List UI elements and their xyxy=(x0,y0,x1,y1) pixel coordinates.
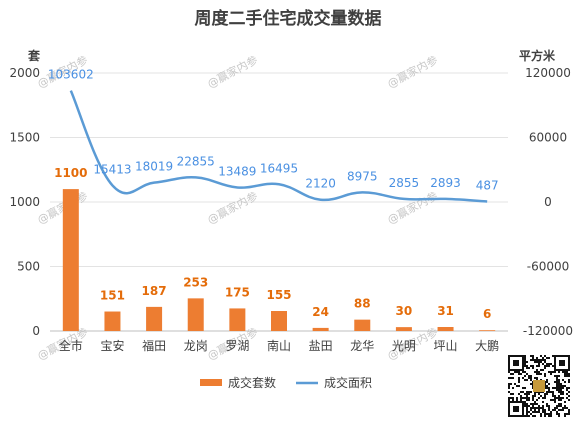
bar xyxy=(354,319,371,331)
bar-data-label: 88 xyxy=(354,297,371,311)
left-tick-label: 500 xyxy=(17,260,40,274)
left-tick-label: 1500 xyxy=(9,131,40,145)
line-data-label: 8975 xyxy=(347,169,378,183)
category-label: 光明 xyxy=(392,339,416,353)
category-label: 坪山 xyxy=(434,339,458,353)
area-line-path xyxy=(69,90,488,203)
bar-data-label: 24 xyxy=(312,305,329,319)
bar xyxy=(229,308,246,331)
legend-label-bar: 成交套数 xyxy=(228,375,276,390)
bar-data-label: 31 xyxy=(437,304,454,318)
bar xyxy=(437,327,454,331)
bar xyxy=(395,327,412,331)
bar-data-label: 151 xyxy=(100,289,125,303)
category-label: 全市 xyxy=(59,338,83,353)
right-tick-label: 60000 xyxy=(529,131,567,145)
right-tick-label: -60000 xyxy=(527,260,570,274)
qr-code-image xyxy=(508,355,570,417)
category-label: 龙岗 xyxy=(184,339,208,353)
line-data-label: 15413 xyxy=(93,162,131,176)
left-axis-unit: 套 xyxy=(27,48,41,63)
category-label: 龙华 xyxy=(350,339,374,353)
line-data-label: 487 xyxy=(476,178,499,192)
category-label: 盐田 xyxy=(309,339,333,353)
line-data-label: 13489 xyxy=(218,164,256,178)
watermark-text: @赢家内参 xyxy=(205,188,260,226)
bar xyxy=(312,327,329,331)
bar-series: 1100 151 187 253 175 155 24 88 30 31 6 xyxy=(54,166,496,331)
watermark-text: @赢家内参 xyxy=(385,188,440,226)
right-tick-label: 120000 xyxy=(525,66,571,80)
line-data-label: 16495 xyxy=(260,161,298,175)
category-label: 大鹏 xyxy=(475,339,499,353)
category-label: 罗湖 xyxy=(225,338,249,353)
category-label: 南山 xyxy=(267,338,291,353)
bar xyxy=(187,298,204,331)
left-tick-label: 0 xyxy=(32,324,40,338)
chart-title: 周度二手住宅成交量数据 xyxy=(195,8,382,29)
bar-data-label: 253 xyxy=(183,275,208,289)
bar-data-label: 1100 xyxy=(54,166,87,180)
bar xyxy=(271,311,287,331)
right-tick-label: 0 xyxy=(544,195,552,209)
bar-data-label: 187 xyxy=(142,284,167,298)
right-tick-label: -120000 xyxy=(523,324,573,338)
line-data-label: 103602 xyxy=(48,68,94,82)
left-tick-label: 1000 xyxy=(9,195,40,209)
bar-data-label: 175 xyxy=(225,285,250,299)
bar xyxy=(104,311,121,331)
line-data-label: 22855 xyxy=(177,154,215,168)
line-data-label: 18019 xyxy=(135,160,173,174)
category-label: 福田 xyxy=(142,338,166,353)
bar-data-label: 6 xyxy=(483,307,491,321)
line-data-label: 2893 xyxy=(430,176,461,190)
legend-swatch-bar xyxy=(200,379,222,386)
axis-labels: 0 500 1000 1500 2000 -120000 -60000 0 60000 12000… xyxy=(9,66,573,353)
legend: 成交套数 成交面积 xyxy=(200,375,372,390)
bar-data-label: 155 xyxy=(266,288,291,302)
watermark-text: @赢家内参 xyxy=(35,188,90,226)
line-data-label: 2120 xyxy=(305,177,336,191)
legend-label-line: 成交面积 xyxy=(324,375,372,390)
gridlines xyxy=(50,72,508,332)
right-axis-unit: 平方米 xyxy=(519,48,556,63)
bar xyxy=(479,330,496,331)
category-label: 宝安 xyxy=(100,338,124,353)
bar xyxy=(146,306,163,331)
watermark-text: @赢家内参 xyxy=(385,52,440,90)
watermark-text: @赢家内参 xyxy=(205,52,260,90)
left-tick-label: 2000 xyxy=(9,66,40,80)
bar-data-label: 30 xyxy=(396,304,413,318)
line-data-label: 2855 xyxy=(389,176,420,190)
bar xyxy=(62,189,79,331)
